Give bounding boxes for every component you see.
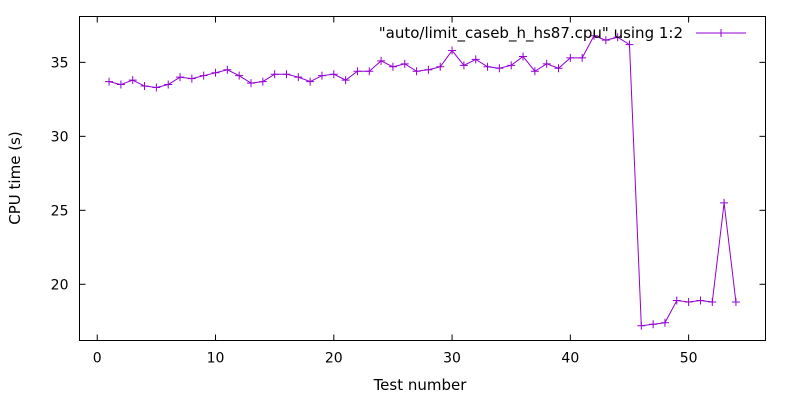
data-point [495, 64, 504, 73]
data-point [294, 73, 303, 82]
data-point [164, 80, 173, 89]
data-point [660, 318, 669, 327]
data-point [247, 79, 255, 88]
data-point [731, 298, 740, 307]
y-axis-title: CPU time (s) [6, 131, 24, 224]
data-point [282, 70, 291, 79]
data-point [554, 64, 563, 73]
data-point [649, 320, 658, 329]
data-point [684, 298, 693, 307]
data-point [270, 70, 279, 79]
plot-frame [79, 16, 766, 341]
legend: "auto/limit_caseb_h_hs87.cpu" using 1:2 [379, 24, 746, 43]
data-point [187, 74, 196, 83]
series-line [108, 35, 737, 327]
data-point [400, 59, 409, 68]
data-point [625, 40, 634, 49]
data-point [590, 31, 598, 40]
y-tick-label: 35 [51, 55, 69, 71]
x-tick-label: 40 [561, 351, 579, 367]
data-point [377, 56, 386, 65]
data-point [637, 321, 646, 330]
data-point [329, 70, 338, 79]
data-point [223, 65, 232, 74]
data-point [436, 62, 445, 71]
data-point [448, 46, 457, 55]
data-point [116, 80, 125, 89]
axis-ticks [79, 16, 766, 341]
data-point [519, 52, 528, 61]
y-tick-label: 20 [51, 277, 69, 293]
data-point [459, 61, 468, 70]
data-point [365, 67, 374, 76]
x-tick-label: 0 [93, 351, 102, 367]
x-tick-label: 30 [443, 351, 461, 367]
data-point [708, 298, 717, 307]
x-tick-label: 10 [207, 351, 225, 367]
x-axis-title: Test number [373, 376, 468, 394]
data-point [471, 55, 480, 64]
data-point [507, 61, 516, 70]
x-tick-label: 50 [680, 351, 698, 367]
y-tick-label: 30 [51, 129, 69, 145]
data-point [258, 77, 267, 86]
data-point [696, 296, 705, 305]
data-point [211, 68, 220, 77]
data-point [601, 36, 610, 45]
data-point [566, 53, 575, 62]
data-point [341, 76, 350, 85]
data-point [140, 82, 149, 91]
data-point [530, 67, 539, 76]
data-point [578, 53, 587, 62]
x-tick-label: 20 [325, 351, 343, 367]
legend-marker-sample [717, 29, 725, 37]
data-point [353, 67, 362, 76]
data-point [152, 83, 161, 92]
data-point [235, 71, 244, 80]
data-point [483, 62, 492, 71]
data-point [176, 73, 185, 82]
axis-tick-labels: 0 10 20 30 40 50 20 25 30 35 [51, 55, 698, 366]
data-point [720, 198, 729, 207]
data-point [424, 65, 433, 74]
series-layer [105, 31, 740, 330]
data-point [388, 62, 397, 71]
data-point [199, 71, 208, 80]
data-point [542, 59, 551, 68]
y-tick-label: 25 [51, 203, 69, 219]
legend-label: "auto/limit_caseb_h_hs87.cpu" using 1:2 [379, 24, 683, 43]
data-point [412, 67, 421, 76]
data-point [317, 71, 326, 80]
data-point [613, 33, 622, 42]
data-point [306, 77, 315, 86]
data-point [105, 77, 114, 86]
data-point [128, 76, 137, 85]
data-point [672, 296, 681, 305]
